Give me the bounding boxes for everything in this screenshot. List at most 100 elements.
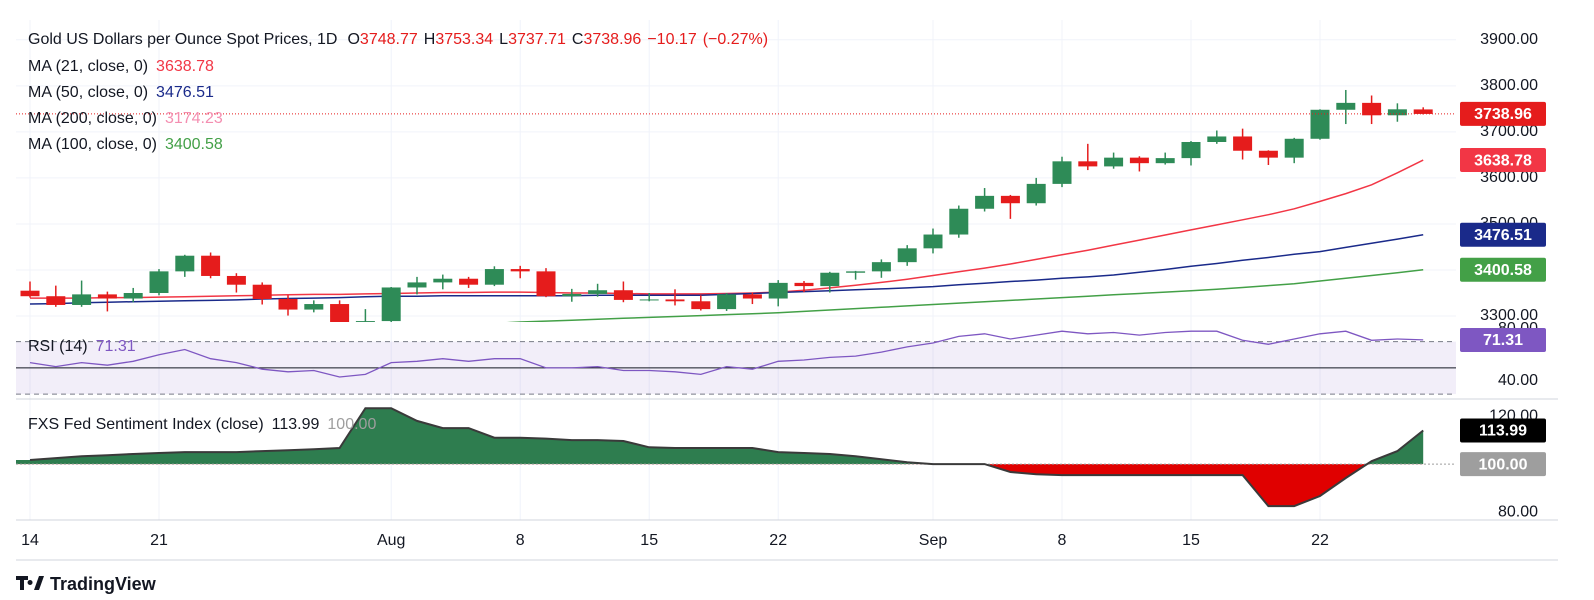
change-pct: (−0.27%) (703, 31, 768, 48)
rsi-tag: 71.31 (1483, 332, 1523, 349)
rsi-tag-bg (1460, 327, 1546, 352)
ohlc-label: H (424, 31, 436, 48)
sentiment-tag-bg (1460, 418, 1546, 443)
legend-name: MA (100, close, 0) (28, 136, 157, 153)
candle-body (1155, 158, 1175, 164)
candle-body (1362, 102, 1382, 116)
candle-body (1387, 109, 1407, 116)
candle-body (1026, 183, 1046, 204)
indicator-tag: 3476.51 (1474, 227, 1532, 244)
candle-body (691, 301, 711, 310)
legend-value: 3638.78 (156, 58, 214, 75)
candle-body (330, 304, 350, 322)
grid-layer (16, 20, 1456, 520)
candle-body (613, 290, 633, 300)
y-tick-label: 3800.00 (1480, 77, 1538, 94)
candle-body (794, 282, 814, 287)
legend-name: MA (200, close, 0) (28, 110, 157, 127)
candle-body (1181, 141, 1201, 159)
indicator-tag: 3638.78 (1474, 152, 1532, 169)
candle-body (20, 290, 40, 297)
candle-body (665, 299, 685, 302)
plot-layer (16, 89, 1456, 508)
x-tick-label: 21 (150, 532, 168, 549)
candle-body (923, 234, 943, 249)
candle-body (846, 271, 866, 273)
rsi-value: 71.31 (96, 338, 136, 355)
candle-body (175, 255, 195, 272)
y-tick-label: 80.00 (1498, 503, 1538, 520)
sentiment-value: 113.99 (272, 416, 320, 433)
candle-body (407, 282, 427, 288)
legend-entry: MA (21, close, 0) 3638.78 (28, 58, 214, 75)
candle-body (897, 248, 917, 263)
candle-body (588, 290, 608, 294)
brand-logo (16, 576, 44, 590)
candle-body (1104, 157, 1124, 167)
sentiment-legend: FXS Fed Sentiment Index (close) 113.99 100… (28, 416, 376, 433)
candle-body (949, 208, 969, 235)
x-tick-label: 22 (1311, 532, 1329, 549)
legend-entry: MA (200, close, 0) 3174.23 (28, 110, 223, 127)
candle-body (536, 271, 556, 297)
candle-body (768, 282, 788, 299)
brand-name: TradingView (50, 574, 157, 594)
candle-body (149, 271, 169, 293)
candle-body (381, 287, 401, 322)
candle-body (1129, 157, 1149, 164)
symbol-title: Gold US Dollars per Ounce Spot Prices, 1… (28, 31, 337, 48)
sentiment-line (29, 407, 1424, 508)
candle-body (1284, 138, 1304, 158)
rsi-pane (16, 330, 1456, 395)
legend: Gold US Dollars per Ounce Spot Prices, 1… (28, 31, 768, 48)
axis-layer: 1421Aug81522Sep815223300.003400.003500.0… (21, 31, 1546, 549)
candle-body (510, 269, 530, 272)
candle-body (717, 294, 737, 310)
sentiment-pane (16, 407, 1456, 508)
candle-body (1413, 109, 1433, 114)
candle-body (871, 262, 891, 272)
indicator-legend: MA (21, close, 0) 3638.78 MA (50, close, 0… (28, 58, 376, 433)
sentiment-tag: 113.99 (1479, 423, 1527, 440)
legend-name: MA (50, close, 0) (28, 84, 148, 101)
legend-name: MA (21, close, 0) (28, 58, 148, 75)
legend-value: 3174.23 (165, 110, 223, 127)
candle-body (1052, 161, 1072, 184)
indicator-tag-bg (1460, 257, 1546, 282)
moving-average-line (506, 268, 1424, 322)
rsi-legend: RSI (14) 71.31 (28, 338, 136, 355)
baseline-tag: 100.00 (1479, 456, 1528, 473)
rsi-name: RSI (14) (28, 338, 88, 355)
sentiment-baseline: 100.00 (327, 416, 376, 433)
y-tick-label: 40.00 (1498, 372, 1538, 389)
sentiment-name: FXS Fed Sentiment Index (close) (28, 416, 264, 433)
candle-body (304, 304, 324, 310)
y-tick-label: 3900.00 (1480, 31, 1538, 48)
x-tick-label: 14 (21, 532, 39, 549)
candle-body (355, 321, 375, 322)
candle-body (433, 278, 453, 283)
y-tick-label: 3300.00 (1480, 307, 1538, 324)
x-tick-label: 8 (516, 532, 525, 549)
candle-body (123, 292, 143, 299)
y-tick-label: 3600.00 (1480, 169, 1538, 186)
candle-body (459, 278, 479, 285)
ohlc-value: 3748.77 (360, 31, 418, 48)
candle-body (226, 275, 246, 285)
baseline-tag-bg (1460, 452, 1546, 477)
last-price-tag: 3738.96 (1474, 106, 1532, 123)
indicator-tag: 3400.58 (1474, 262, 1532, 279)
candle-body (201, 255, 221, 276)
candle-body (484, 269, 504, 285)
ohlc-label: L (499, 31, 508, 48)
brand: TradingView (16, 574, 157, 594)
ohlc-value: 3737.71 (508, 31, 566, 48)
legend-entry: MA (50, close, 0) 3476.51 (28, 84, 214, 101)
candle-body (975, 195, 995, 209)
candle-body (742, 294, 762, 299)
legend-entry: MA (100, close, 0) 3400.58 (28, 136, 223, 153)
price-pane (16, 89, 1456, 322)
last-price-tag-bg (1460, 101, 1546, 126)
